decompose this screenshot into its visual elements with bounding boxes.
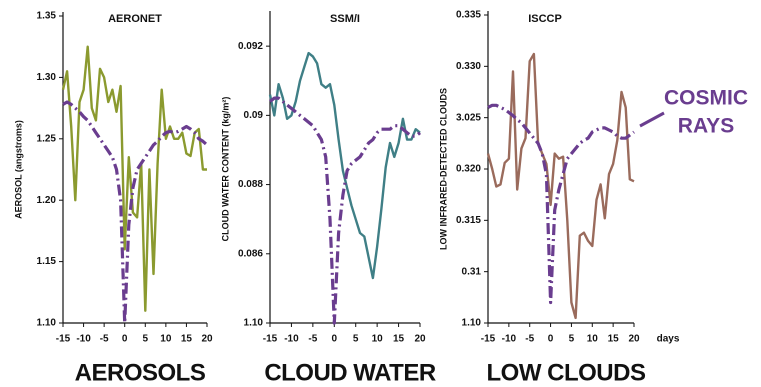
cosmic-ray-line	[269, 96, 421, 325]
panel-caption: LOW CLOUDS	[487, 359, 646, 386]
x-tick-label: 20	[201, 334, 213, 345]
panel-title: SSM/I	[330, 13, 360, 25]
y-tick-label: 0.320	[456, 164, 481, 175]
panel-caption: CLOUD WATER	[264, 359, 436, 386]
x-tick-label: 0	[122, 334, 128, 345]
y-axis-label: CLOUD WATER CONTENT (kg/m²)	[220, 97, 230, 242]
x-tick-label: 5	[353, 334, 359, 345]
x-tick-label: -10	[284, 334, 299, 345]
x-tick-label: 15	[608, 334, 620, 345]
data-line	[268, 51, 421, 280]
x-tick-label: 15	[181, 334, 193, 345]
y-tick-label: 0.31	[462, 266, 482, 277]
y-tick-label: 3.025	[456, 112, 481, 123]
y-tick-label: 0.335	[456, 10, 481, 21]
cosmic-ray-line	[62, 100, 209, 325]
x-axis-label: days	[657, 334, 680, 345]
x-tick-label: 10	[372, 334, 384, 345]
x-tick-label: -15	[263, 334, 278, 345]
y-tick-label: 1.30	[37, 72, 57, 83]
panel-caption: AEROSOLS	[75, 359, 206, 386]
x-tick-label: -15	[56, 334, 71, 345]
x-tick-label: 5	[143, 334, 149, 345]
x-tick-label: -5	[100, 334, 109, 345]
x-tick-label: -15	[481, 334, 496, 345]
y-tick-label: 1.15	[37, 256, 57, 267]
x-tick-label: -10	[502, 334, 517, 345]
y-tick-label: 1.10	[244, 318, 264, 329]
y-axis-label: AEROSOL (angstroms)	[13, 120, 23, 219]
annotation: RAYS	[678, 115, 734, 138]
y-tick-label: 1.10	[37, 318, 57, 329]
cosmic-ray-line	[487, 103, 635, 305]
data-line	[486, 52, 635, 320]
x-tick-label: 0	[332, 334, 338, 345]
y-tick-label: 1.20	[37, 195, 57, 206]
x-tick-label: -5	[525, 334, 534, 345]
x-tick-label: 0	[548, 334, 554, 345]
x-tick-label: 20	[628, 334, 640, 345]
panel-title: AERONET	[108, 13, 162, 25]
y-tick-label: 0.086	[238, 248, 263, 259]
annotation-leader	[639, 111, 665, 128]
x-tick-label: -5	[308, 334, 317, 345]
y-tick-label: 0.088	[238, 179, 263, 190]
y-tick-label: 1.25	[37, 133, 57, 144]
y-axis-label: LOW INFRARED-DETECTED CLOUDS	[438, 88, 448, 250]
x-tick-label: 20	[414, 334, 426, 345]
x-tick-label: 10	[587, 334, 599, 345]
y-tick-label: 0.09	[244, 110, 264, 121]
y-tick-label: 0.315	[456, 215, 481, 226]
y-tick-label: 0.092	[238, 41, 263, 52]
x-tick-label: 5	[569, 334, 575, 345]
annotation: COSMIC	[664, 87, 748, 110]
x-tick-label: 10	[160, 334, 172, 345]
data-line	[61, 45, 207, 312]
x-tick-label: 15	[393, 334, 405, 345]
y-tick-label: 0.330	[456, 61, 481, 72]
panel-title: ISCCP	[528, 13, 562, 25]
x-tick-label: -10	[76, 334, 91, 345]
y-tick-label: 1.35	[37, 11, 57, 22]
y-tick-label: 1.10	[462, 318, 482, 329]
